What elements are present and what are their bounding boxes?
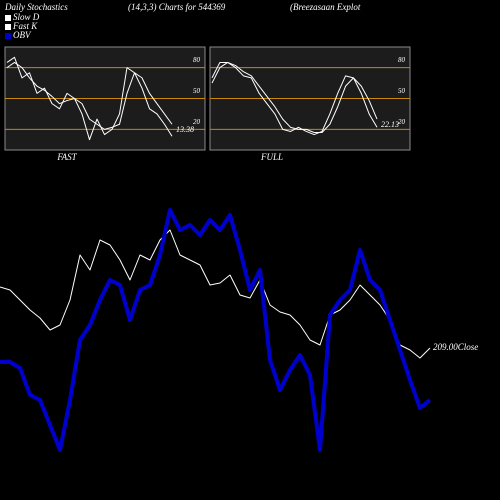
series-line	[211, 61, 378, 136]
legend-swatch	[5, 24, 11, 30]
panel-title: FULL	[260, 152, 283, 162]
last-label: 13.38	[176, 125, 194, 134]
subtitle: (14,3,3) Charts for 544369	[128, 2, 226, 12]
y-tick-label: 20	[193, 118, 201, 126]
series-line	[0, 229, 431, 359]
y-tick-label: 20	[398, 118, 406, 126]
y-tick-label: 80	[193, 56, 201, 64]
last-label: 22.13	[381, 120, 399, 129]
legend-swatch	[5, 33, 11, 39]
legend-label: Slow D	[13, 12, 40, 22]
series-line	[6, 56, 173, 141]
company: (Breezasaan Explot	[290, 2, 361, 12]
legend-swatch	[5, 15, 11, 21]
series-line	[6, 61, 173, 130]
title: Daily Stochastics	[4, 2, 68, 12]
y-tick-label: 80	[398, 56, 406, 64]
series-line	[211, 61, 378, 133]
y-tick-label: 50	[193, 87, 201, 95]
legend-label: Fast K	[12, 21, 38, 31]
panel-title: FAST	[56, 152, 77, 162]
last-label: 209.00Close	[433, 342, 478, 352]
legend-label: OBV	[13, 30, 32, 40]
series-line	[0, 208, 432, 452]
y-tick-label: 50	[398, 87, 406, 95]
